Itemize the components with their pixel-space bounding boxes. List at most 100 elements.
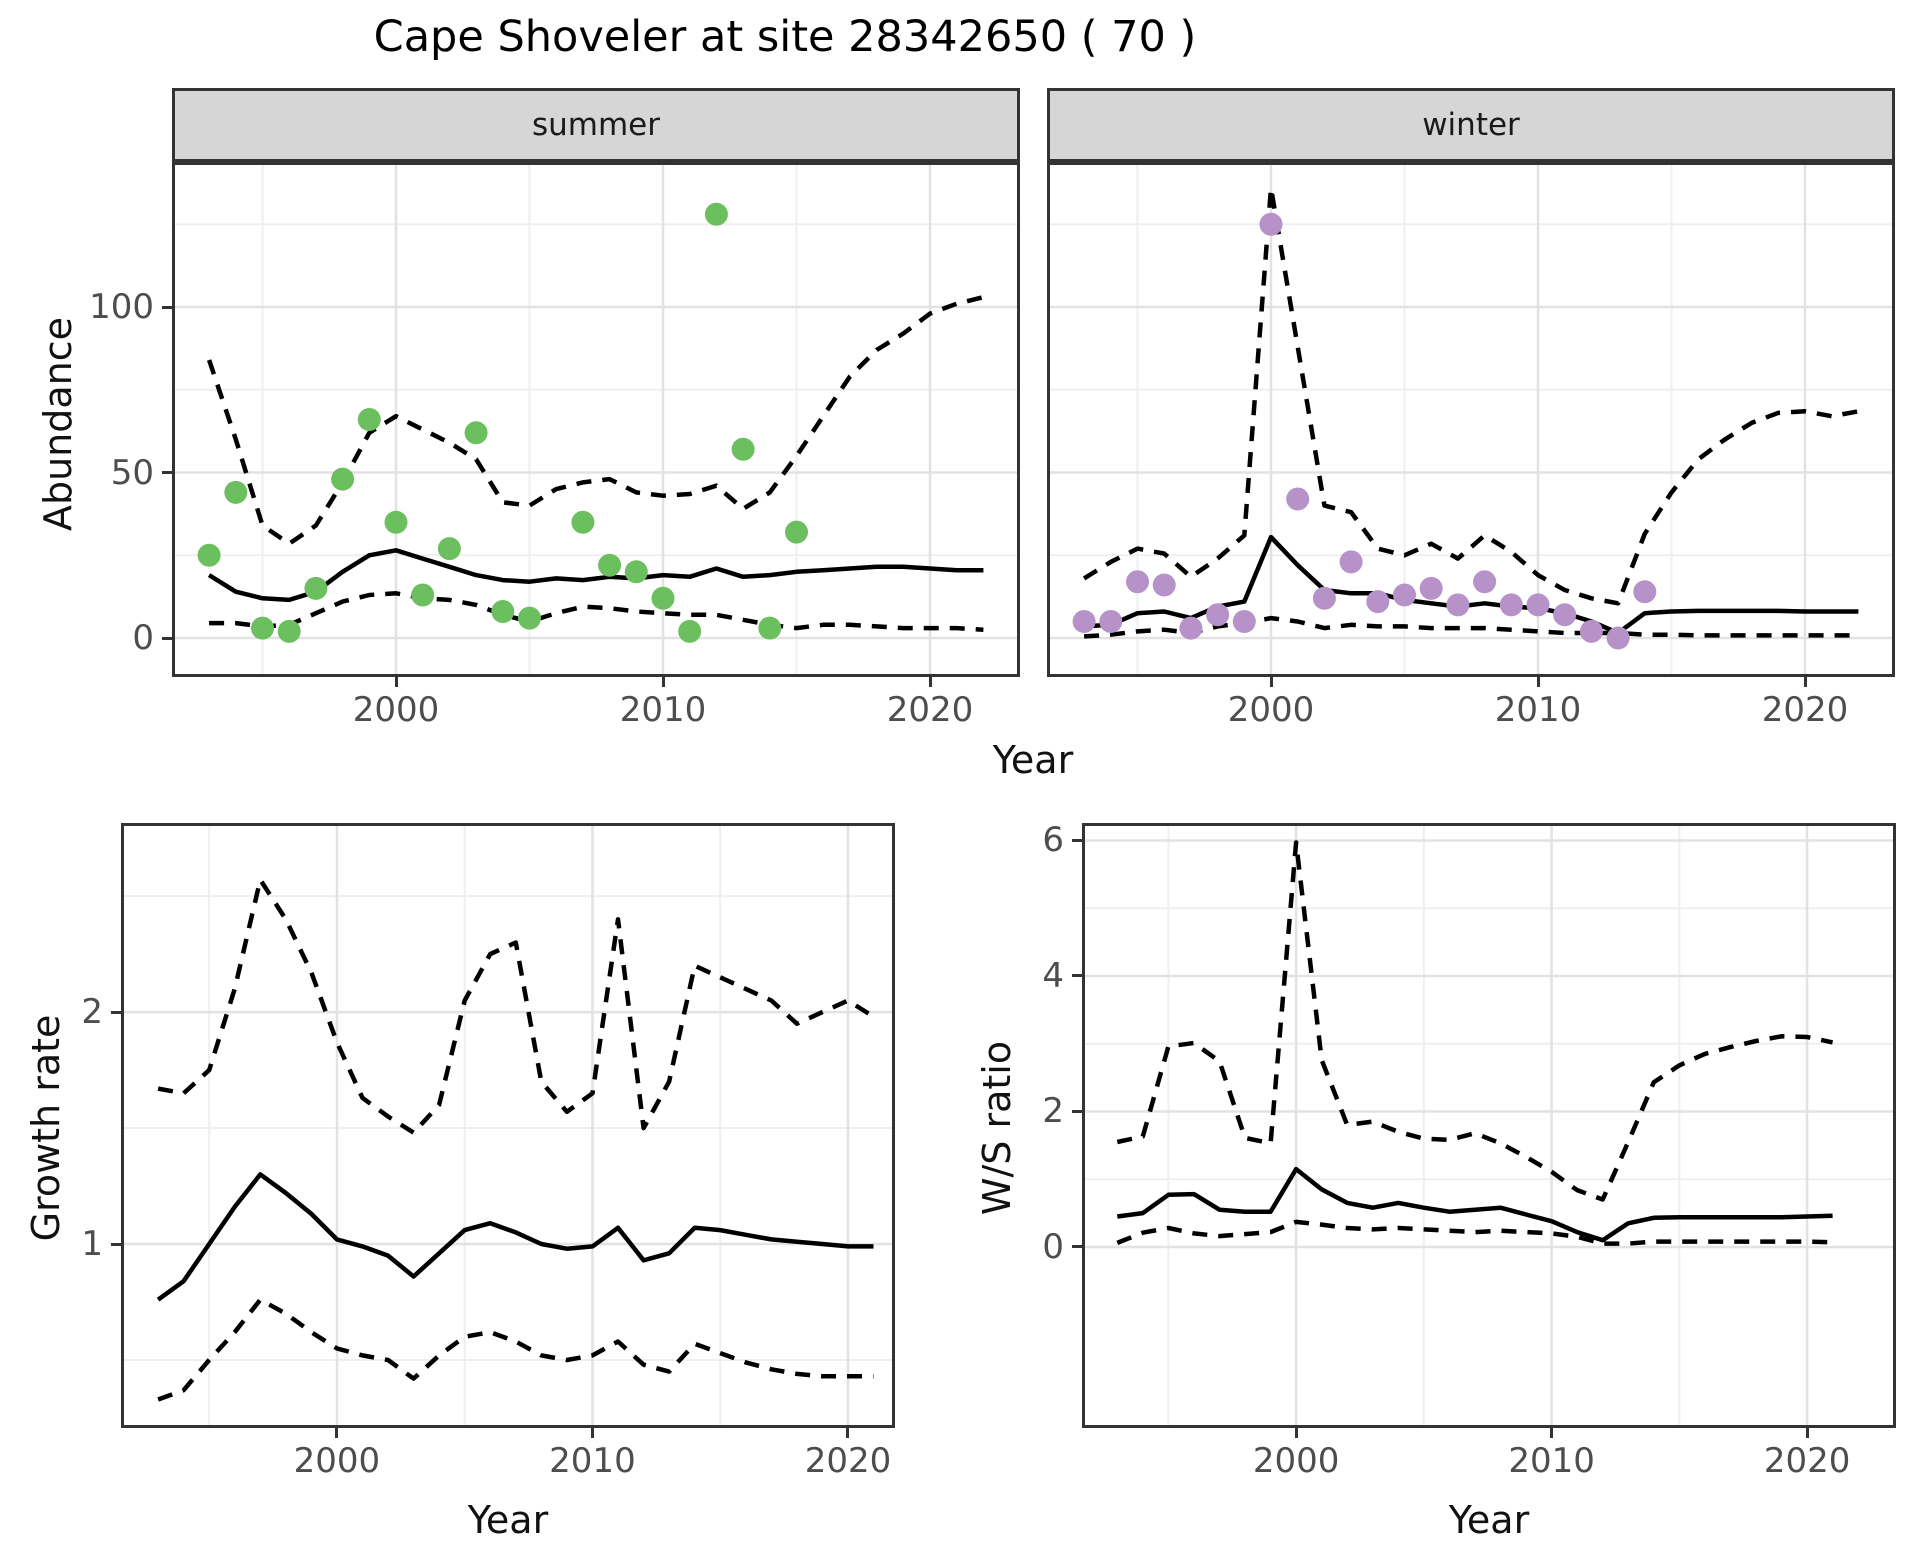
growth-year-axis-title: Year bbox=[467, 1498, 549, 1542]
summer-plot-svg bbox=[172, 162, 1020, 677]
winter-observation-point bbox=[1553, 603, 1577, 627]
growth-y-tick-label: 2 bbox=[81, 992, 103, 1033]
summer-observation-point bbox=[197, 543, 221, 567]
winter-observation-point bbox=[1473, 570, 1497, 594]
summer-y-tick-mark bbox=[162, 636, 172, 640]
summer-observation-point bbox=[437, 537, 461, 561]
winter-observation-point bbox=[1206, 603, 1230, 627]
growth-lower_ci-line bbox=[157, 1297, 874, 1402]
summer-observation-point bbox=[571, 510, 595, 534]
summer-y-tick-label: 50 bbox=[110, 452, 154, 493]
winter-observation-point bbox=[1072, 610, 1096, 633]
ws-lower_ci-line bbox=[1116, 1219, 1833, 1246]
summer-observation-point bbox=[678, 619, 702, 643]
ws-x-tick-mark bbox=[1550, 1428, 1554, 1438]
winter-x-tick-label: 2020 bbox=[1761, 690, 1849, 730]
ws-x-tick-label: 2010 bbox=[1508, 1441, 1595, 1481]
summer-x-tick-label: 2010 bbox=[619, 690, 707, 730]
ws-x-tick-label: 2020 bbox=[1763, 1441, 1851, 1481]
growth-x-tick-mark bbox=[846, 1428, 850, 1438]
winter-upper_ci-line bbox=[1082, 185, 1859, 606]
growth-y-tick-mark bbox=[111, 1010, 121, 1014]
summer-x-tick-mark bbox=[394, 677, 398, 687]
growth-x-tick-label: 2000 bbox=[293, 1441, 381, 1481]
ws-upper_ci-line bbox=[1116, 840, 1834, 1202]
growth-x-tick-mark bbox=[335, 1428, 339, 1438]
growth-y-tick-label: 1 bbox=[81, 1224, 103, 1265]
winter-x-tick-mark bbox=[1536, 677, 1540, 687]
summer-observation-point bbox=[758, 616, 782, 640]
facet-strip-winter: winter bbox=[1047, 88, 1895, 162]
winter-observation-point bbox=[1259, 212, 1283, 236]
summer-observation-point bbox=[464, 421, 488, 445]
winter-observation-point bbox=[1499, 593, 1523, 617]
winter-observation-point bbox=[1446, 593, 1470, 617]
top-year-axis-title: Year bbox=[992, 738, 1074, 782]
summer-lower_ci-line bbox=[209, 591, 984, 632]
winter-observation-point bbox=[1419, 576, 1443, 600]
ws-y-tick-mark bbox=[1072, 838, 1082, 842]
winter-observation-point bbox=[1526, 593, 1550, 617]
ws-y-tick-mark bbox=[1072, 1109, 1082, 1113]
winter-observation-point bbox=[1633, 580, 1657, 604]
ws-plot-svg bbox=[1082, 823, 1896, 1428]
summer-y-tick-mark bbox=[162, 305, 172, 309]
winter-plot-svg bbox=[1047, 162, 1895, 677]
winter-observation-point bbox=[1286, 487, 1310, 511]
winter-abundance-panel bbox=[1047, 162, 1895, 677]
abundance-axis-title: Abundance bbox=[36, 316, 80, 532]
winter-observation-point bbox=[1126, 570, 1149, 594]
summer-x-tick-label: 2000 bbox=[352, 690, 440, 730]
winter-observation-point bbox=[1232, 610, 1256, 633]
growth-plot-svg bbox=[121, 823, 895, 1428]
ws-ratio-panel bbox=[1082, 823, 1896, 1428]
winter-x-tick-label: 2010 bbox=[1494, 690, 1582, 730]
winter-observation-point bbox=[1339, 550, 1363, 574]
ws-y-tick-label: 0 bbox=[1042, 1226, 1064, 1267]
ws-x-tick-mark bbox=[1805, 1428, 1809, 1438]
chart-title: Cape Shoveler at site 28342650 ( 70 ) bbox=[373, 12, 1197, 62]
summer-observation-point bbox=[704, 202, 728, 226]
growth-y-tick-mark bbox=[111, 1242, 121, 1246]
summer-observation-point bbox=[357, 408, 381, 431]
ws-y-tick-label: 2 bbox=[1042, 1091, 1064, 1132]
summer-observation-point bbox=[251, 616, 274, 640]
winter-observation-point bbox=[1393, 583, 1416, 607]
winter-observation-point bbox=[1312, 586, 1336, 610]
summer-observation-point bbox=[411, 583, 435, 607]
ws-y-tick-mark bbox=[1072, 1245, 1082, 1249]
ws-y-tick-label: 4 bbox=[1042, 955, 1064, 996]
summer-observation-point bbox=[491, 600, 515, 623]
summer-observation-point bbox=[624, 560, 648, 584]
summer-observation-point bbox=[518, 606, 541, 630]
growth-rate-panel bbox=[121, 823, 895, 1428]
summer-panel-border bbox=[172, 162, 1020, 677]
summer-observation-point bbox=[598, 553, 622, 577]
growth-upper_ci-line bbox=[157, 877, 875, 1135]
winter-observation-point bbox=[1152, 573, 1176, 597]
summer-observation-point bbox=[731, 437, 755, 461]
summer-observation-point bbox=[651, 586, 675, 610]
winter-x-tick-label: 2000 bbox=[1227, 690, 1315, 730]
summer-observation-point bbox=[277, 619, 301, 643]
ws-x-tick-mark bbox=[1294, 1428, 1298, 1438]
winter-observation-point bbox=[1179, 616, 1203, 640]
winter-lower_ci-line bbox=[1083, 615, 1859, 639]
ws-year-axis-title: Year bbox=[1448, 1498, 1530, 1542]
winter-x-tick-mark bbox=[1269, 677, 1273, 687]
growth-rate-axis-title: Growth rate bbox=[24, 1014, 68, 1242]
summer-y-tick-label: 100 bbox=[89, 287, 154, 327]
winter-x-tick-mark bbox=[1803, 677, 1807, 687]
facet-strip-winter-label: winter bbox=[1422, 107, 1520, 143]
summer-x-tick-mark bbox=[661, 677, 665, 687]
winter-observation-point bbox=[1366, 590, 1390, 614]
winter-observation-point bbox=[1606, 626, 1630, 650]
winter-panel-border bbox=[1047, 162, 1895, 677]
summer-observation-point bbox=[384, 510, 408, 534]
summer-observation-point bbox=[785, 520, 808, 544]
ws-estimate-line bbox=[1117, 1166, 1833, 1243]
facet-strip-summer-label: summer bbox=[531, 107, 660, 143]
summer-y-tick-label: 0 bbox=[132, 618, 154, 658]
summer-abundance-panel bbox=[172, 162, 1020, 677]
growth-estimate-line bbox=[156, 1172, 874, 1302]
